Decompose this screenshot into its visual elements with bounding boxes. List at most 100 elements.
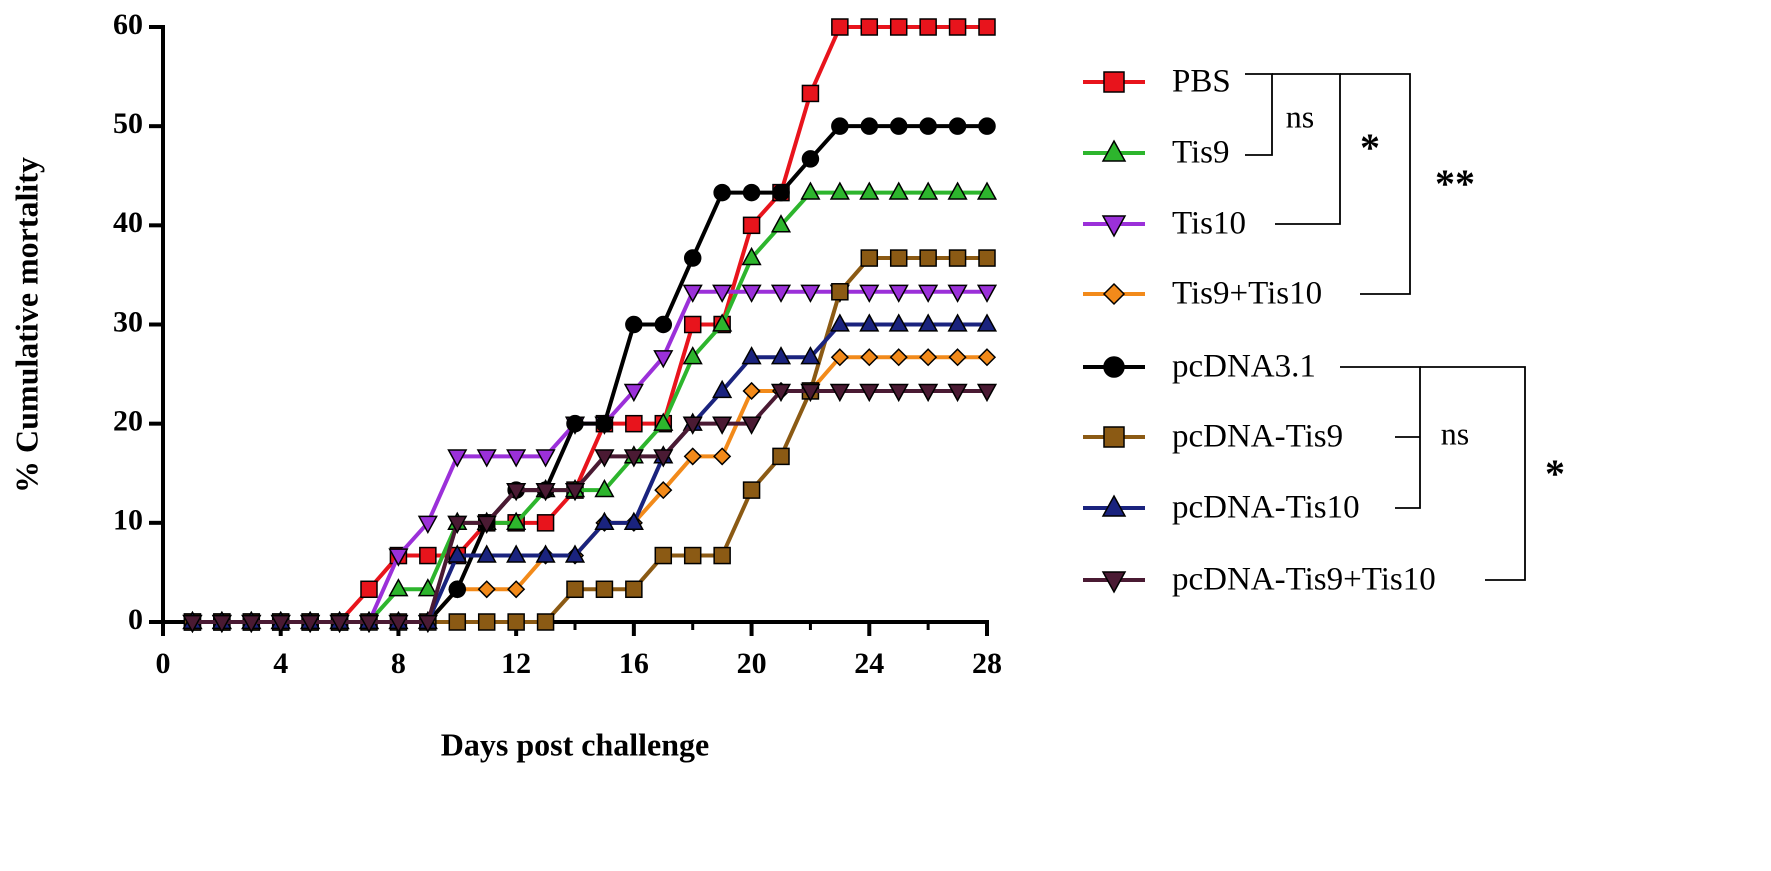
marker: [859, 383, 880, 403]
marker: [918, 313, 939, 332]
legend-label: Tis9+Tis10: [1172, 276, 1322, 312]
marker: [772, 183, 790, 202]
x-tick-label: 0: [156, 647, 171, 680]
x-tick-label: 4: [273, 647, 288, 680]
significance-label: ns: [1441, 415, 1469, 451]
marker: [829, 181, 850, 200]
marker: [772, 447, 790, 466]
marker: [595, 580, 614, 599]
marker: [859, 313, 880, 332]
marker: [976, 181, 998, 200]
marker: [859, 181, 880, 200]
marker: [535, 544, 556, 563]
marker: [741, 284, 762, 303]
marker: [919, 348, 938, 367]
marker: [948, 249, 967, 267]
marker: [947, 383, 968, 403]
marker: [830, 348, 849, 367]
marker: [831, 18, 849, 36]
marker: [594, 478, 615, 498]
x-tick-label: 8: [391, 647, 406, 680]
x-tick-label: 28: [972, 647, 1002, 680]
marker: [860, 117, 879, 135]
marker: [712, 379, 733, 399]
marker: [417, 515, 438, 534]
marker: [888, 181, 909, 200]
marker: [978, 18, 996, 36]
marker: [595, 414, 614, 433]
marker: [682, 284, 703, 303]
marker: [388, 548, 409, 567]
marker: [506, 449, 527, 468]
y-tick-label: 20: [113, 405, 143, 438]
marker: [741, 416, 762, 435]
marker: [417, 578, 438, 597]
marker: [1101, 494, 1127, 517]
marker: [889, 117, 908, 135]
marker: [683, 546, 702, 565]
marker: [535, 482, 556, 502]
marker: [919, 249, 937, 267]
y-tick-label: 50: [113, 107, 143, 140]
marker: [888, 383, 909, 403]
marker: [860, 18, 879, 36]
legend-label: pcDNA3.1: [1172, 349, 1316, 385]
series-line: [192, 256, 987, 624]
marker: [976, 284, 998, 303]
marker: [741, 246, 762, 266]
marker: [623, 511, 644, 530]
marker: [918, 181, 939, 200]
y-tick-label: 60: [113, 8, 143, 41]
marker: [476, 515, 497, 534]
marker: [360, 580, 378, 599]
marker: [831, 283, 849, 301]
marker: [329, 614, 350, 634]
marker: [800, 383, 821, 403]
marker: [742, 381, 761, 401]
marker: [566, 580, 584, 599]
marker: [1101, 215, 1127, 238]
marker: [948, 348, 967, 367]
marker: [477, 613, 496, 631]
marker: [1103, 71, 1125, 93]
marker: [507, 580, 526, 599]
marker: [654, 315, 673, 334]
marker: [506, 511, 527, 530]
marker: [1101, 139, 1127, 162]
y-tick-label: 10: [113, 504, 143, 537]
marker: [888, 313, 909, 332]
series-line: [192, 124, 987, 624]
marker: [566, 414, 584, 433]
marker: [742, 183, 761, 202]
marker: [448, 613, 467, 631]
marker: [654, 481, 673, 500]
marker: [625, 580, 643, 599]
y-tick-label: 0: [128, 603, 143, 636]
marker: [712, 416, 733, 435]
marker: [800, 284, 821, 303]
marker: [564, 482, 586, 502]
marker: [417, 614, 438, 634]
marker: [770, 383, 792, 403]
marker: [859, 284, 880, 303]
legend-label: pcDNA-Tis9: [1172, 419, 1343, 455]
marker: [388, 578, 409, 597]
marker: [594, 449, 615, 468]
marker: [801, 84, 820, 103]
significance-label: *: [1545, 451, 1565, 496]
marker: [947, 313, 968, 332]
marker: [447, 449, 468, 468]
x-axis-label: Days post challenge: [441, 726, 709, 762]
marker: [713, 447, 732, 466]
marker: [947, 181, 968, 200]
marker: [653, 412, 674, 431]
marker: [712, 313, 733, 332]
x-tick-label: 24: [854, 647, 884, 680]
marker: [713, 546, 731, 565]
legend-label: PBS: [1172, 64, 1231, 100]
marker: [918, 383, 939, 403]
legend-label: Tis9: [1172, 135, 1230, 171]
marker: [801, 150, 820, 168]
marker: [829, 313, 850, 332]
